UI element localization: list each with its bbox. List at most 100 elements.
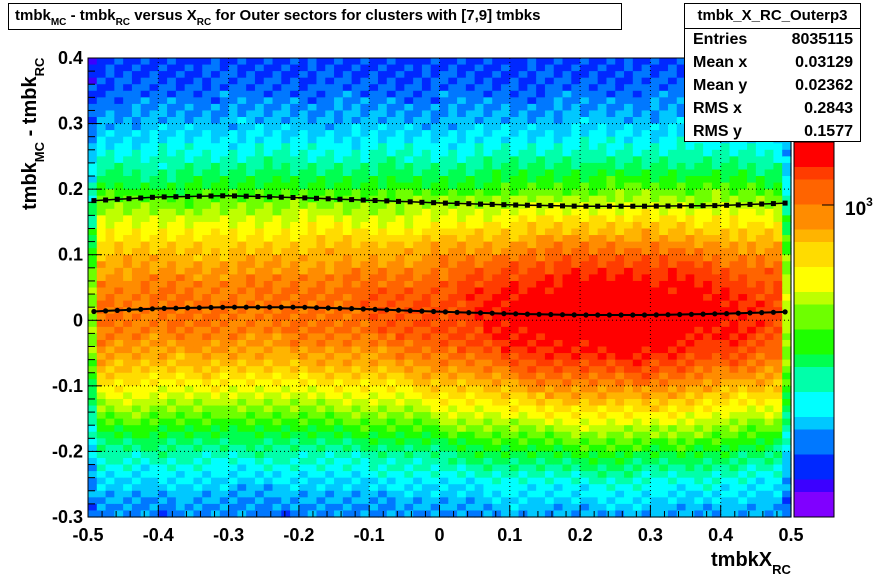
heatmap-cell xyxy=(342,176,353,184)
heatmap-cell xyxy=(316,215,326,223)
heatmap-cell xyxy=(342,431,353,439)
heatmap-cell xyxy=(211,346,221,354)
heatmap-cell xyxy=(562,176,572,184)
heatmap-cell xyxy=(457,248,467,256)
heatmap-cell xyxy=(263,202,274,210)
heatmap-cell xyxy=(580,503,590,512)
heatmap-cell xyxy=(263,280,274,289)
heatmap-cell xyxy=(307,457,318,466)
heatmap-cell xyxy=(413,484,423,492)
heatmap-cell xyxy=(553,117,564,125)
heatmap-cell xyxy=(202,510,212,518)
heatmap-cell xyxy=(624,438,634,446)
heatmap-cell xyxy=(123,451,133,459)
heatmap-cell xyxy=(158,451,168,459)
heatmap-cell xyxy=(325,333,335,341)
heatmap-cell xyxy=(307,117,318,125)
heatmap-cell xyxy=(501,241,511,249)
heatmap-cell xyxy=(562,339,572,348)
heatmap-cell xyxy=(131,254,142,262)
heatmap-cell xyxy=(421,471,432,479)
heatmap-cell xyxy=(369,176,379,184)
heatmap-cell xyxy=(650,103,660,112)
heatmap-cell xyxy=(334,130,344,138)
heatmap-cell xyxy=(377,294,388,302)
heatmap-cell xyxy=(325,58,335,66)
heatmap-cell xyxy=(237,162,247,171)
heatmap-cell xyxy=(219,353,230,361)
heatmap-cell xyxy=(501,123,511,131)
heatmap-cell xyxy=(703,353,713,361)
heatmap-cell xyxy=(263,294,274,302)
heatmap-cell xyxy=(167,280,177,289)
heatmap-cell xyxy=(553,326,564,334)
heatmap-cell xyxy=(439,176,449,184)
heatmap-cell xyxy=(509,117,520,125)
heatmap-cell xyxy=(123,372,133,380)
heatmap-cell xyxy=(228,464,238,472)
heatmap-cell xyxy=(316,490,326,498)
heatmap-cell xyxy=(263,372,274,380)
heatmap-cell xyxy=(334,366,344,374)
heatmap-cell xyxy=(439,379,449,387)
heatmap-cell xyxy=(430,320,441,328)
heatmap-cell xyxy=(606,484,616,492)
heatmap-cell xyxy=(448,307,458,315)
heatmap-cell xyxy=(536,503,546,512)
heatmap-cell xyxy=(298,261,309,269)
heatmap-cell xyxy=(114,58,124,66)
heatmap-cell xyxy=(237,97,247,105)
heatmap-cell xyxy=(492,444,502,453)
heatmap-cell xyxy=(123,339,133,348)
heatmap-cell xyxy=(219,202,230,210)
heatmap-cell xyxy=(377,320,388,328)
heatmap-cell xyxy=(298,353,309,361)
heatmap-cell xyxy=(360,300,370,308)
heatmap-cell xyxy=(483,156,493,164)
heatmap-cell xyxy=(114,294,124,302)
heatmap-cell xyxy=(184,385,195,394)
heatmap-cell xyxy=(580,221,590,230)
heatmap-cell xyxy=(562,359,572,367)
heatmap-cell xyxy=(211,123,221,131)
heatmap-cell xyxy=(246,97,256,105)
heatmap-cell xyxy=(140,366,151,374)
heatmap-cell xyxy=(272,149,282,157)
heatmap-cell xyxy=(360,182,370,190)
heatmap-cell xyxy=(685,490,695,498)
heatmap-cell xyxy=(536,326,546,334)
heatmap-cell xyxy=(131,477,142,485)
heatmap-cell xyxy=(96,117,107,125)
heatmap-cell xyxy=(281,392,291,400)
heatmap-cell xyxy=(694,484,704,492)
heatmap-cell xyxy=(219,77,230,85)
heatmap-cell xyxy=(281,221,291,230)
heatmap-cell xyxy=(492,130,502,138)
heatmap-cell xyxy=(430,90,441,98)
heatmap-cell xyxy=(149,215,159,223)
heatmap-cell xyxy=(272,503,282,512)
heatmap-cell xyxy=(430,392,441,400)
heatmap-cell xyxy=(474,464,485,472)
heatmap-cell xyxy=(518,136,528,144)
heatmap-cell xyxy=(254,248,265,256)
heatmap-cell xyxy=(650,398,660,407)
heatmap-cell xyxy=(667,438,678,446)
heatmap-cell xyxy=(632,510,643,518)
heatmap-cell xyxy=(158,510,168,518)
heatmap-cell xyxy=(123,130,133,138)
heatmap-cell xyxy=(685,359,695,367)
heatmap-cell xyxy=(281,195,291,203)
heatmap-cell xyxy=(483,484,493,492)
heatmap-cell xyxy=(246,339,256,348)
heatmap-cell xyxy=(88,156,98,164)
heatmap-cell xyxy=(342,103,353,112)
heatmap-cell xyxy=(571,136,581,144)
heatmap-cell xyxy=(342,90,353,98)
heatmap-cell xyxy=(202,248,212,256)
heatmap-cell xyxy=(149,339,159,348)
heatmap-cell xyxy=(167,326,177,334)
heatmap-cell xyxy=(377,58,388,66)
heatmap-cell xyxy=(553,267,564,275)
heatmap-cell xyxy=(184,117,195,125)
